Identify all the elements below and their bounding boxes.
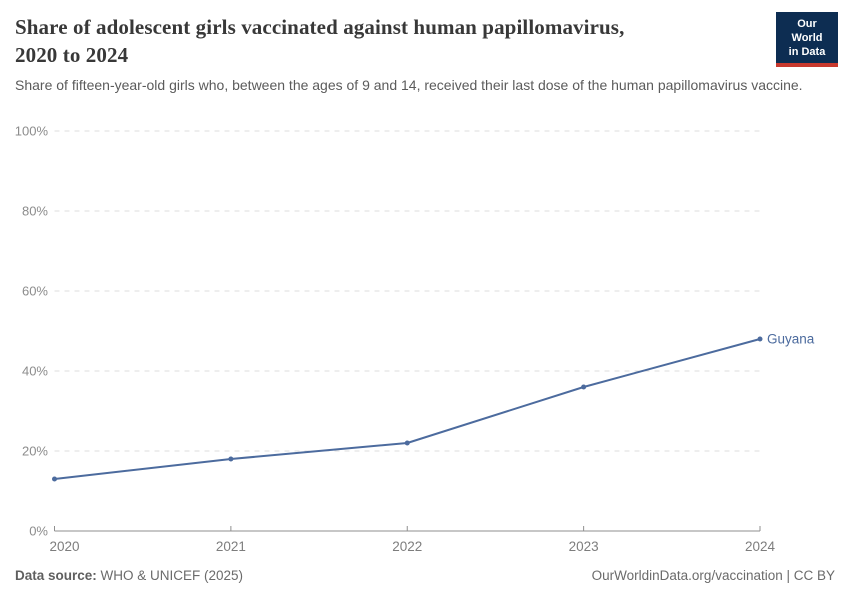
data-source-label: Data source: [15,568,97,583]
title-line-2: 2020 to 2024 [15,43,129,67]
data-point [404,440,410,446]
y-tick-label: 20% [22,444,48,459]
line-chart: 0% 20% 40% 60% 80% 100% 2020 2021 2022 2023 2024 Gu… [15,124,815,555]
data-source: Data source: WHO & UNICEF (2025) [15,568,243,583]
y-tick-label: 100% [15,124,49,139]
chart-footer: Data source: WHO & UNICEF (2025) OurWorl… [15,568,835,583]
chart-subtitle: Share of fifteen-year-old girls who, bet… [15,77,803,93]
logo-line-2: in Data [788,46,826,58]
x-tick-label: 2023 [569,539,599,554]
x-tick-label: 2024 [745,539,776,554]
logo-line-1: Our World [791,18,823,44]
series-end-label: Guyana [767,332,815,347]
data-point [757,336,763,342]
y-tick-label: 60% [22,284,48,299]
x-tick-label: 2021 [216,539,246,554]
data-source-value: WHO & UNICEF (2025) [96,568,244,583]
data-point [581,384,587,390]
page-title: Share of adolescent girls vaccinated aga… [15,13,735,69]
credit-line: OurWorldinData.org/vaccination | CC BY [591,568,835,583]
x-tick-label: 2020 [50,539,80,554]
x-tick-label: 2022 [392,539,422,554]
series-line [54,338,761,480]
y-tick-label: 80% [22,204,48,219]
y-tick-label: 0% [29,524,48,539]
y-tick-label: 40% [22,364,48,379]
data-point [52,476,57,482]
title-line-1: Share of adolescent girls vaccinated aga… [15,15,625,39]
data-point [228,456,234,462]
owid-logo: Our World in Data [776,12,838,67]
